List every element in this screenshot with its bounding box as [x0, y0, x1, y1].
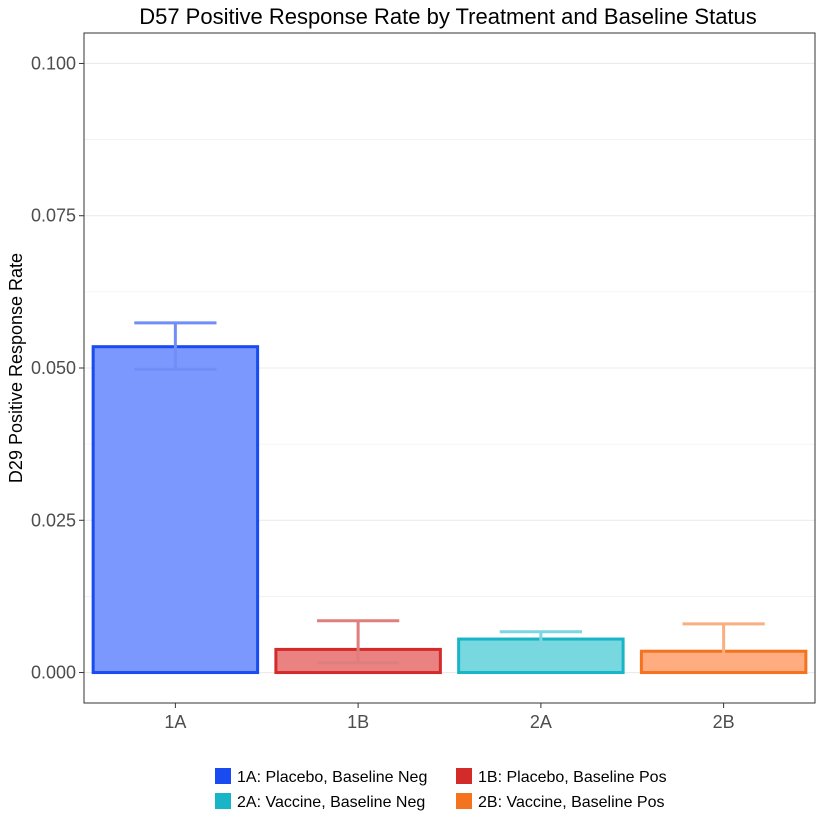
legend-swatch	[215, 793, 231, 809]
legend-label: 1B: Placebo, Baseline Pos	[478, 769, 667, 786]
legend-label: 1A: Placebo, Baseline Neg	[237, 769, 427, 786]
x-tick-label: 1A	[164, 712, 186, 732]
legend-label: 2A: Vaccine, Baseline Neg	[237, 794, 425, 811]
x-tick-label: 2B	[713, 712, 735, 732]
y-axis: 0.000 0.025 0.050 0.075 0.100	[31, 53, 84, 683]
bar-1a	[91, 345, 260, 675]
legend: 1A: Placebo, Baseline Neg 1B: Placebo, Ba…	[215, 768, 667, 811]
legend-item: 2A: Vaccine, Baseline Neg	[215, 793, 425, 811]
x-axis: 1A 1B 2A 2B	[164, 703, 735, 732]
error-bar-1a	[134, 321, 217, 371]
y-tick-label: 0.050	[31, 358, 76, 378]
error-bar-2b	[682, 622, 765, 665]
legend-item: 1B: Placebo, Baseline Pos	[456, 768, 667, 786]
y-axis-title: D29 Positive Response Rate	[6, 253, 26, 483]
legend-swatch	[456, 793, 472, 809]
legend-item: 1A: Placebo, Baseline Neg	[215, 768, 427, 786]
error-bar-2a	[499, 630, 582, 649]
legend-swatch	[456, 768, 472, 784]
x-tick-label: 1B	[347, 712, 369, 732]
legend-item: 2B: Vaccine, Baseline Pos	[456, 793, 664, 811]
y-tick-label: 0.075	[31, 206, 76, 226]
x-tick-label: 2A	[530, 712, 552, 732]
y-tick-label: 0.000	[31, 663, 76, 683]
error-bars	[134, 321, 765, 665]
error-bar-1b	[317, 619, 400, 665]
legend-swatch	[215, 768, 231, 784]
y-tick-label: 0.100	[31, 53, 76, 73]
chart-title: D57 Positive Response Rate by Treatment …	[139, 4, 757, 29]
y-tick-label: 0.025	[31, 510, 76, 530]
legend-label: 2B: Vaccine, Baseline Pos	[478, 794, 664, 811]
